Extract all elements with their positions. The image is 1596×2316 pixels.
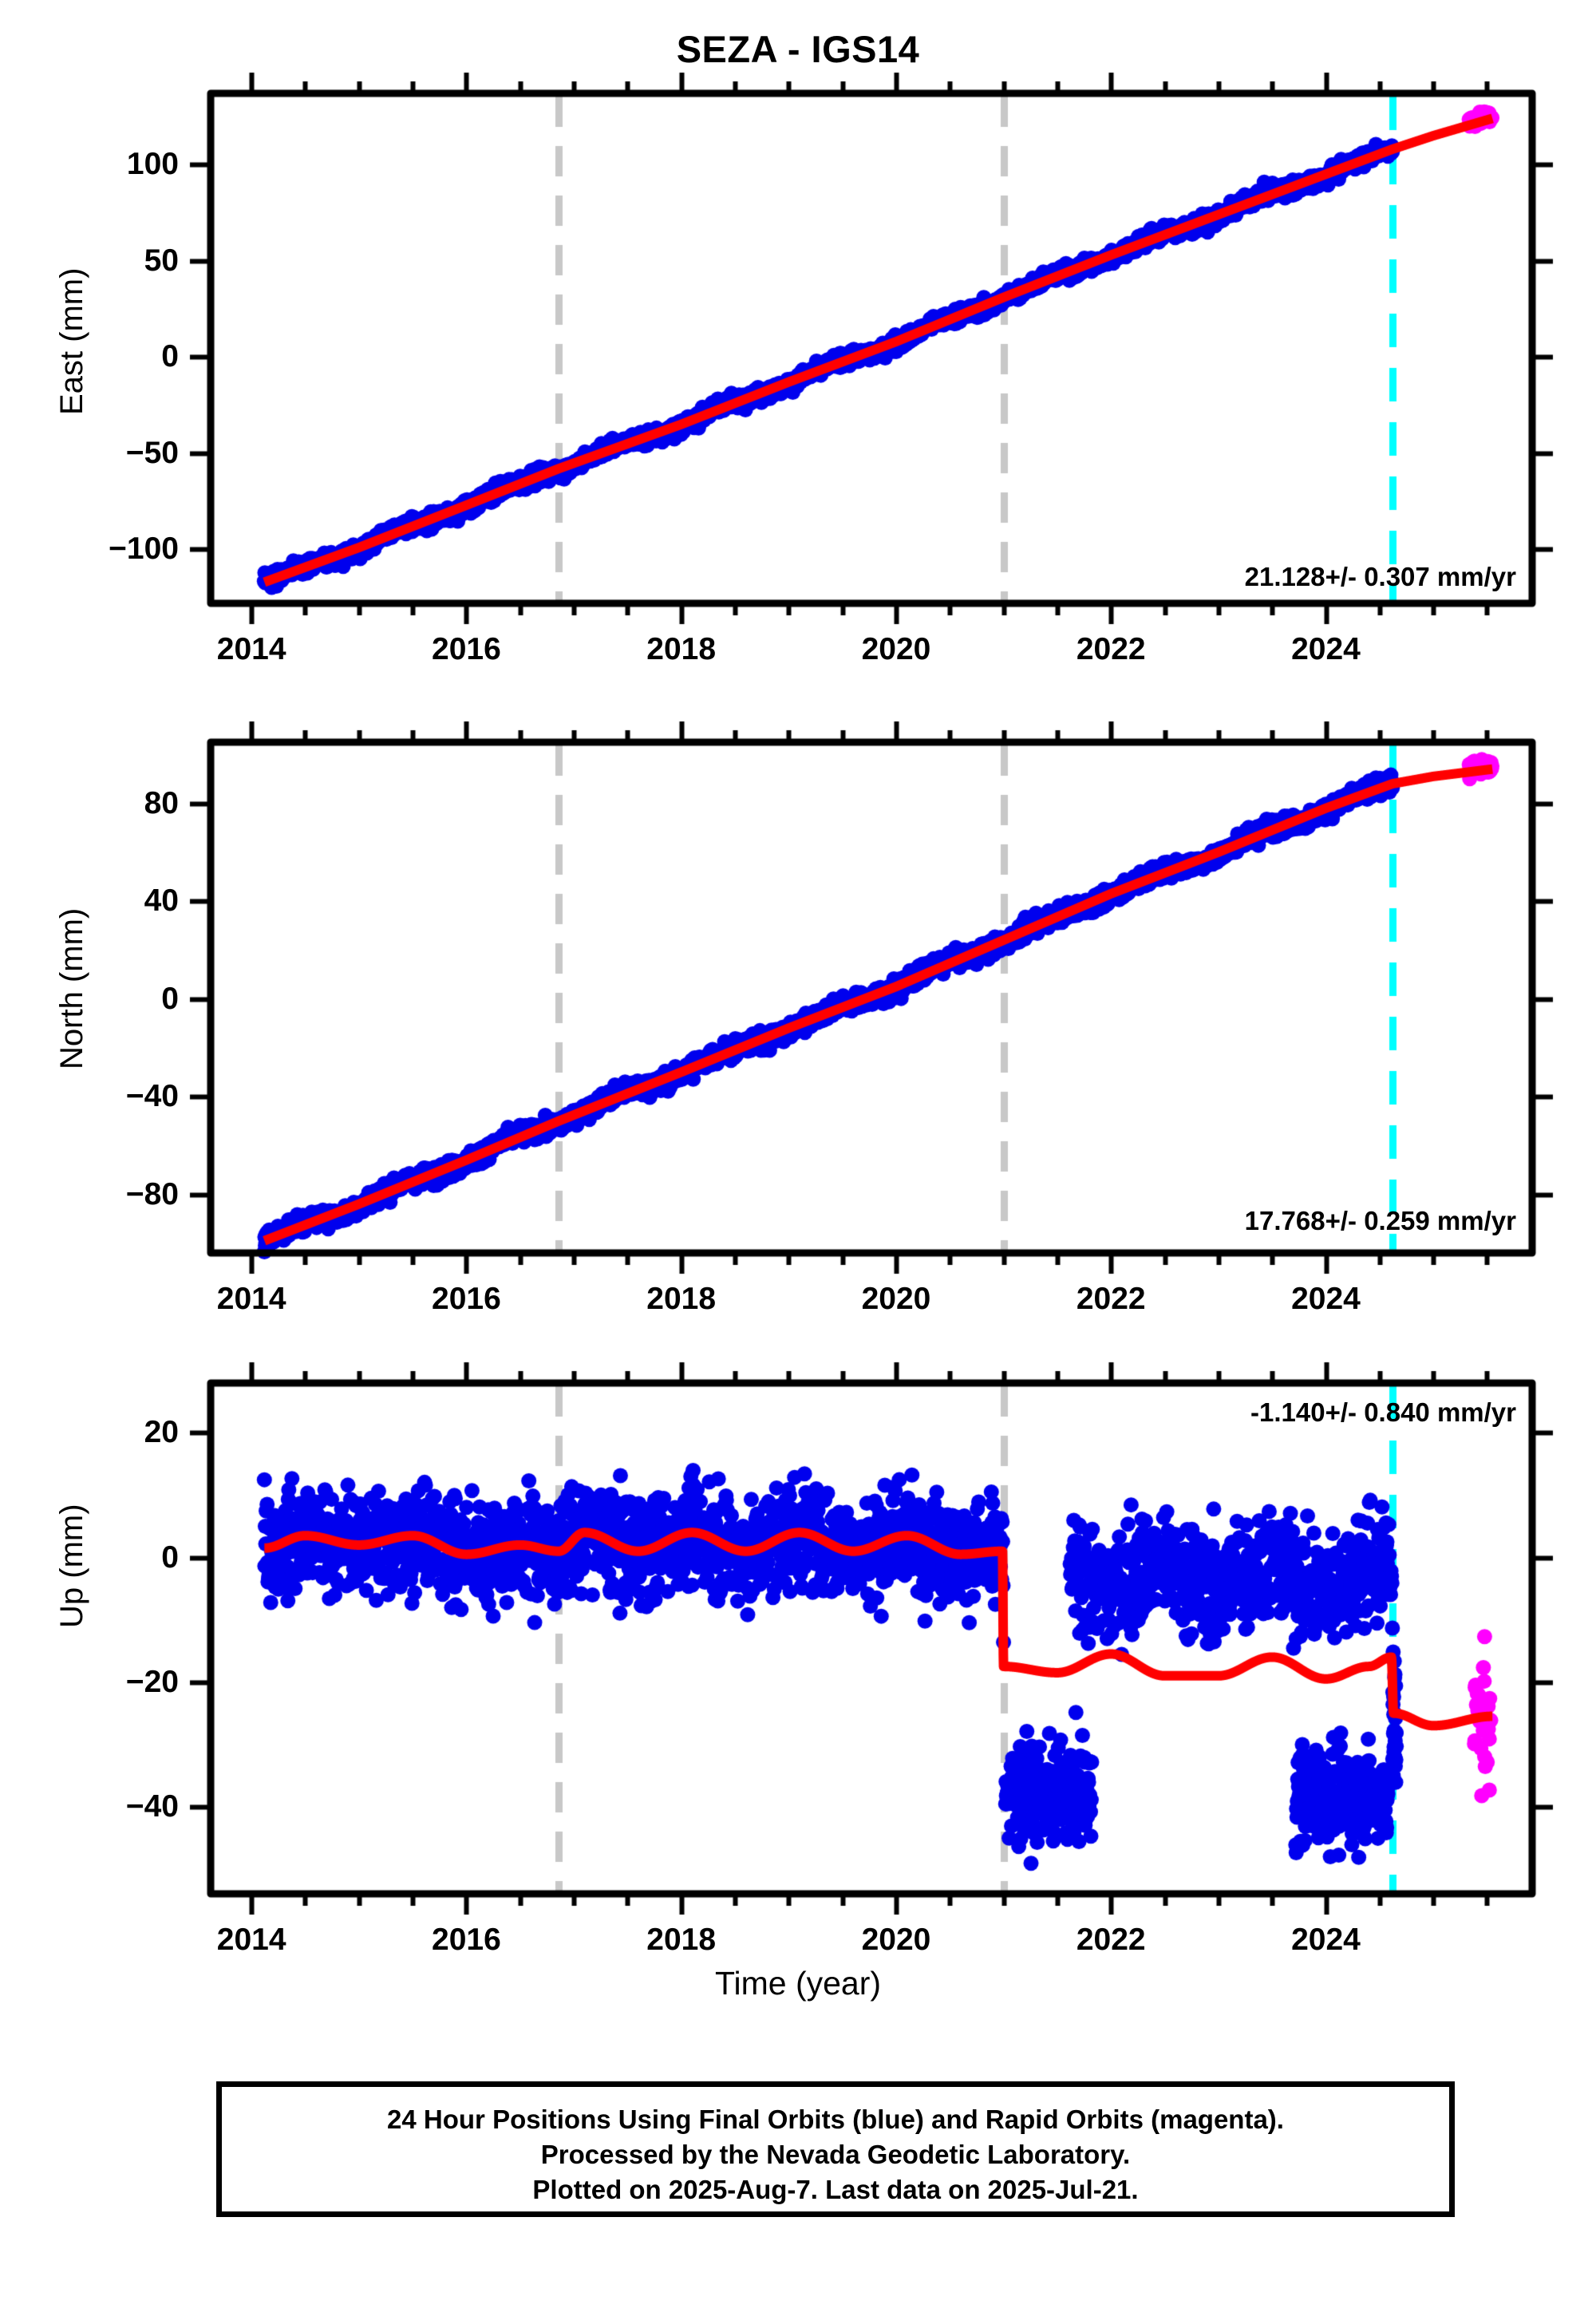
- north-rate-annotation: 17.768+/- 0.259 mm/yr: [1244, 1206, 1516, 1235]
- north-ytick-label: −80: [125, 1176, 179, 1211]
- up-rate-annotation: -1.140+/- 0.840 mm/yr: [1250, 1397, 1516, 1427]
- north-ytick-label: 40: [144, 883, 179, 919]
- up-ytick-label: 0: [161, 1539, 179, 1575]
- caption-line-1: 24 Hour Positions Using Final Orbits (bl…: [387, 2105, 1284, 2134]
- caption-line-2: Processed by the Nevada Geodetic Laborat…: [540, 2140, 1131, 2169]
- caption-box: 24 Hour Positions Using Final Orbits (bl…: [216, 2081, 1455, 2217]
- up-xtick-label: 2022: [1076, 1923, 1146, 1957]
- up-xtick-label: 2014: [216, 1923, 286, 1957]
- caption-line-3: Plotted on 2025-Aug-7. Last data on 2025…: [532, 2175, 1139, 2204]
- up-ytick-label: −40: [125, 1788, 179, 1824]
- north-xtick-label: 2024: [1291, 1282, 1361, 1316]
- north-xtick-label: 2022: [1076, 1282, 1146, 1316]
- east-xtick-label: 2018: [646, 632, 717, 666]
- up-xtick-label: 2016: [432, 1923, 501, 1957]
- page-title: SEZA - IGS14: [676, 28, 920, 70]
- east-rate-annotation: 21.128+/- 0.307 mm/yr: [1244, 562, 1516, 591]
- east-xtick-label: 2016: [432, 632, 501, 666]
- north-xtick-label: 2014: [216, 1282, 286, 1316]
- east-ytick-label: −100: [109, 532, 179, 567]
- north-xtick-label: 2018: [646, 1282, 717, 1316]
- east-xtick-label: 2024: [1291, 632, 1361, 666]
- up-ytick-label: 20: [144, 1415, 179, 1450]
- north-xtick-label: 2020: [861, 1282, 931, 1316]
- x-axis-label: Time (year): [714, 1965, 882, 2002]
- north-xtick-label: 2016: [432, 1282, 501, 1316]
- north-ytick-label: 0: [161, 981, 179, 1016]
- up-ytick-label: −20: [125, 1664, 179, 1699]
- east-ytick-label: 100: [126, 147, 179, 182]
- east-xtick-label: 2022: [1076, 632, 1146, 666]
- east-xtick-label: 2014: [216, 632, 286, 666]
- up-xtick-label: 2020: [861, 1923, 931, 1957]
- east-ytick-label: 0: [161, 339, 179, 374]
- north-ytick-label: −40: [125, 1079, 179, 1114]
- east-ytick-label: −50: [125, 435, 179, 470]
- up-xtick-label: 2018: [646, 1923, 717, 1957]
- north-ytick-label: 80: [144, 785, 179, 820]
- east-ytick-label: 50: [144, 243, 179, 278]
- up-xtick-label: 2024: [1291, 1923, 1361, 1957]
- east-xtick-label: 2020: [861, 632, 931, 666]
